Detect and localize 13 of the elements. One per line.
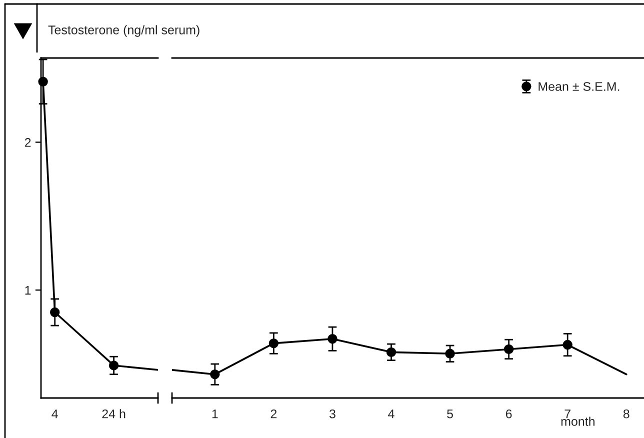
x-tick-label: 2: [270, 409, 277, 418]
x-tick-label: 24 h: [102, 409, 126, 418]
x-tick-label: 5: [447, 410, 453, 418]
x-tick-label: 6: [506, 409, 512, 418]
x-tick-label: 7: [564, 410, 570, 418]
legend-label: Mean ± S.E.M.: [538, 82, 620, 91]
x-tick-label: 8: [623, 409, 630, 418]
x-axis-title: month: [561, 416, 594, 426]
x-tick-label: 3: [329, 409, 336, 418]
x-tick-label: 4: [388, 410, 394, 418]
x-tick-label: 1: [212, 410, 218, 418]
chart-title: Testosterone (ng/ml serum): [48, 25, 200, 37]
x-tick-label: 4: [52, 410, 58, 418]
